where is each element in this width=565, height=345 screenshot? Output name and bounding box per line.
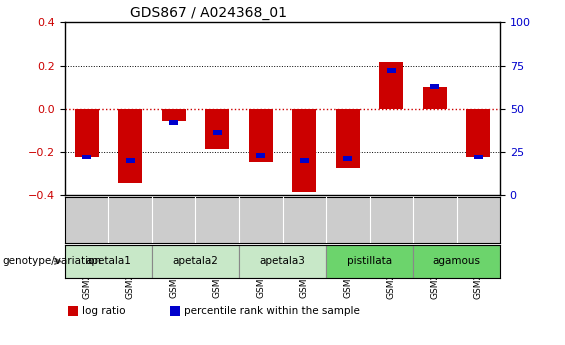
Bar	[170, 120, 178, 125]
Bar	[213, 130, 221, 135]
Bar	[300, 158, 308, 163]
Text: GDS867 / A024368_01: GDS867 / A024368_01	[130, 6, 287, 20]
Bar	[249, 109, 273, 161]
Bar	[162, 109, 186, 120]
Text: apetala2: apetala2	[172, 256, 219, 266]
Bar	[82, 155, 91, 159]
Bar	[118, 109, 142, 183]
Bar	[431, 84, 439, 89]
Bar	[126, 158, 134, 163]
Bar	[75, 109, 99, 157]
Bar	[413, 245, 500, 278]
Bar	[257, 153, 265, 158]
Bar	[239, 245, 326, 278]
Bar	[379, 62, 403, 109]
Text: pistillata: pistillata	[347, 256, 392, 266]
Bar	[344, 156, 352, 161]
Text: apetala1: apetala1	[85, 256, 132, 266]
Text: agamous: agamous	[433, 256, 480, 266]
Text: apetala3: apetala3	[259, 256, 306, 266]
Bar	[336, 109, 360, 168]
Bar	[152, 245, 239, 278]
Text: percentile rank within the sample: percentile rank within the sample	[184, 306, 360, 316]
Text: genotype/variation: genotype/variation	[3, 256, 102, 266]
Text: log ratio: log ratio	[82, 306, 126, 316]
Bar	[292, 109, 316, 192]
Bar	[466, 109, 490, 157]
Bar	[326, 245, 413, 278]
Bar	[65, 245, 152, 278]
Bar	[474, 155, 483, 159]
Bar	[423, 87, 447, 109]
Bar	[387, 68, 396, 73]
Bar	[205, 109, 229, 149]
